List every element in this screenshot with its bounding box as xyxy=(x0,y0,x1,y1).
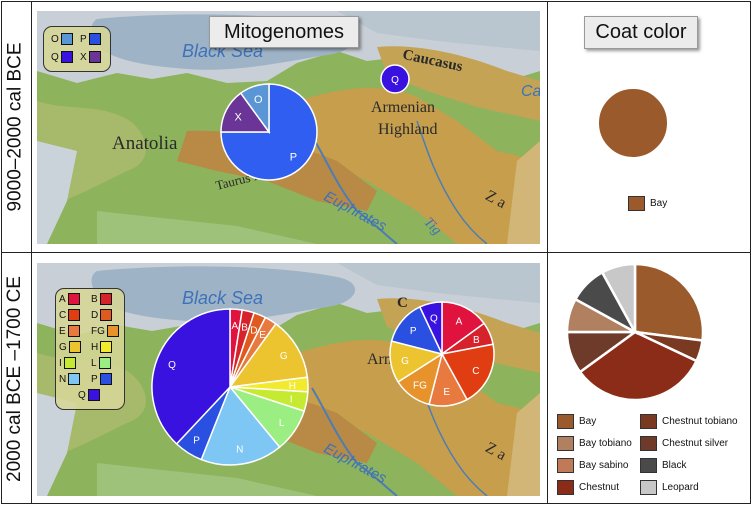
coat-column-divider xyxy=(547,1,548,504)
black-sea-label-late: Black Sea xyxy=(182,288,264,308)
armenian-highland-label-1: Armenian xyxy=(371,99,435,116)
legend-item-Q: Q xyxy=(78,389,100,401)
legend-item-E: E xyxy=(59,325,80,337)
coat-legend-item-chestnut-silver: Chestnut silver xyxy=(640,436,728,451)
legend-item-H: H xyxy=(91,341,113,353)
legend-item-D: D xyxy=(91,309,113,321)
haplogroup-legend-early: O P Q X xyxy=(43,26,111,72)
coat-legend-item-bay-sabino: Bay sabino xyxy=(557,458,628,473)
coat-color-title: Coat color xyxy=(584,16,698,49)
coat-swatch xyxy=(640,480,657,495)
period-text-late: 2000 cal BCE –1700 CE xyxy=(4,275,25,482)
legend-item-I: I xyxy=(59,357,76,369)
period-label-late: 2000 cal BCE –1700 CE xyxy=(0,253,30,504)
haplogroup-legend-late: A B C D E FG G H I L N P Q xyxy=(55,288,125,410)
legend-swatch xyxy=(60,51,73,63)
legend-swatch xyxy=(63,357,76,369)
legend-swatch xyxy=(68,309,81,321)
coat-legend-item-chestnut-tobiano: Chestnut tobiano xyxy=(640,414,738,429)
anatolia-label-early: Anatolia xyxy=(112,133,178,154)
mitogenomes-title: Mitogenomes xyxy=(209,16,359,48)
legend-swatch xyxy=(106,325,119,337)
legend-swatch xyxy=(68,341,81,353)
coat-legend-item-leopard: Leopard xyxy=(640,480,699,495)
caucasus-label-late: C xyxy=(397,295,408,311)
caspian-label-early: Ca xyxy=(521,83,540,100)
pie-coat-late xyxy=(565,262,705,402)
legend-item-X: X xyxy=(80,51,101,63)
period-text-early: 9000–2000 cal BCE xyxy=(4,41,26,212)
coat-swatch xyxy=(557,480,574,495)
legend-swatch xyxy=(88,51,101,63)
map-early: Black Sea Ca Caucasus Armenian Highland … xyxy=(37,11,540,244)
legend-swatch xyxy=(98,357,111,369)
coat-swatch xyxy=(640,414,657,429)
pie-slice-bay xyxy=(597,87,669,159)
legend-item-O: O xyxy=(51,33,73,45)
legend-swatch xyxy=(100,309,113,321)
legend-item-B: B xyxy=(91,293,112,305)
legend-swatch xyxy=(99,373,112,385)
coat-swatch-bay xyxy=(628,196,645,211)
legend-item-G: G xyxy=(59,341,81,353)
legend-swatch xyxy=(60,33,73,45)
coat-legend-item-chestnut: Chestnut xyxy=(557,480,619,495)
coat-swatch xyxy=(557,458,574,473)
pie-coat-early xyxy=(597,87,669,159)
coat-swatch xyxy=(640,458,657,473)
armenian-highland-label-2: Highland xyxy=(378,121,438,138)
coat-swatch xyxy=(557,436,574,451)
coat-swatch xyxy=(640,436,657,451)
legend-swatch xyxy=(67,325,80,337)
coat-swatch xyxy=(557,414,574,429)
armenian-label-late: Armenian xyxy=(367,351,431,368)
legend-swatch xyxy=(99,293,112,305)
legend-item-A: A xyxy=(59,293,80,305)
row-divider xyxy=(1,252,751,253)
label-column-divider xyxy=(31,1,32,504)
legend-item-FG: FG xyxy=(91,325,119,337)
legend-item-C: C xyxy=(59,309,81,321)
legend-item-P: P xyxy=(91,373,112,385)
coat-legend-item-bay-tobiano: Bay tobiano xyxy=(557,436,632,451)
legend-swatch xyxy=(87,389,100,401)
legend-item-P: P xyxy=(80,33,101,45)
legend-item-Q: Q xyxy=(51,51,73,63)
legend-swatch xyxy=(100,341,113,353)
legend-swatch xyxy=(67,293,80,305)
legend-item-L: L xyxy=(91,357,111,369)
legend-item-N: N xyxy=(59,373,81,385)
pie-slice-chestnut xyxy=(578,330,699,402)
legend-swatch xyxy=(88,33,101,45)
period-label-early: 9000–2000 cal BCE xyxy=(0,1,30,252)
pie-slice-leopard xyxy=(600,262,637,333)
pie-slice-bay xyxy=(633,262,705,342)
legend-swatch xyxy=(68,373,81,385)
coat-legend-early-bay: Bay xyxy=(628,196,667,211)
coat-legend-item-bay: Bay xyxy=(557,414,596,429)
coat-legend-item-black: Black xyxy=(640,458,686,473)
